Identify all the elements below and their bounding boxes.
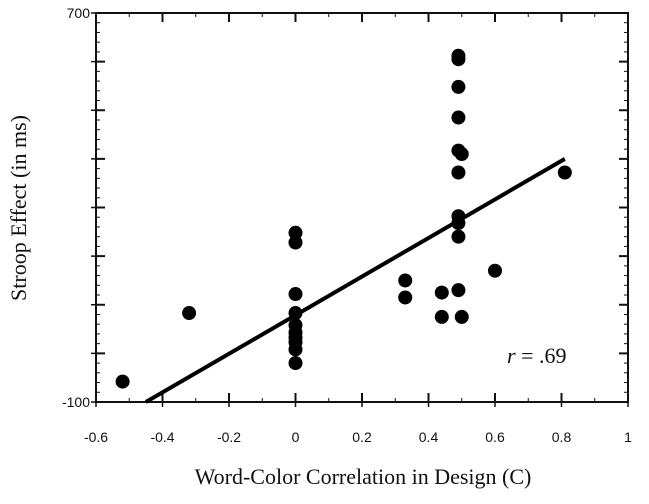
data-point bbox=[451, 229, 466, 244]
data-point bbox=[288, 356, 303, 371]
data-point bbox=[182, 306, 197, 321]
r-value: = .69 bbox=[516, 343, 567, 368]
x-tick-label: -0.2 bbox=[217, 429, 241, 445]
regression-line-path bbox=[144, 157, 566, 404]
data-point bbox=[398, 290, 413, 305]
y-axis-ticks bbox=[91, 12, 628, 403]
x-tick-label: -0.4 bbox=[150, 429, 174, 445]
x-axis-title: Word-Color Correlation in Design (C) bbox=[195, 464, 532, 489]
x-tick-label: 0.6 bbox=[485, 429, 505, 445]
data-point bbox=[451, 79, 466, 94]
x-axis-ticks bbox=[95, 13, 629, 407]
data-point bbox=[434, 285, 449, 300]
data-point bbox=[488, 263, 502, 278]
regression-line bbox=[144, 157, 566, 404]
data-point bbox=[115, 374, 130, 389]
data-point bbox=[557, 165, 572, 180]
data-points bbox=[115, 48, 572, 389]
data-point bbox=[451, 216, 466, 231]
y-tick-label-top: 700 bbox=[67, 5, 91, 21]
data-point bbox=[451, 110, 466, 125]
data-point bbox=[288, 287, 303, 302]
data-point bbox=[398, 273, 413, 288]
data-point bbox=[288, 225, 303, 240]
r-symbol: r bbox=[507, 343, 516, 368]
x-axis-tick-labels: -0.6 -0.4 -0.2 0 0.2 0.4 0.6 0.8 1 bbox=[84, 429, 632, 445]
x-tick-label: 0.8 bbox=[552, 429, 572, 445]
x-tick-label: -0.6 bbox=[84, 429, 108, 445]
data-point bbox=[288, 235, 303, 250]
data-point bbox=[434, 309, 449, 324]
y-tick-label-bottom: -100 bbox=[62, 394, 90, 410]
data-point bbox=[288, 342, 303, 357]
data-point bbox=[451, 165, 466, 180]
y-axis-title: Stroop Effect (in ms) bbox=[6, 115, 31, 301]
x-tick-label: 0 bbox=[292, 429, 300, 445]
x-tick-label: 0.2 bbox=[352, 429, 372, 445]
data-point bbox=[454, 309, 469, 324]
r-annotation: r = .69 bbox=[507, 343, 566, 368]
data-point bbox=[451, 283, 466, 298]
data-point bbox=[451, 52, 466, 67]
x-tick-label: 1 bbox=[624, 429, 632, 445]
data-point bbox=[454, 147, 469, 162]
data-point bbox=[288, 306, 303, 321]
x-tick-label: 0.4 bbox=[419, 429, 439, 445]
